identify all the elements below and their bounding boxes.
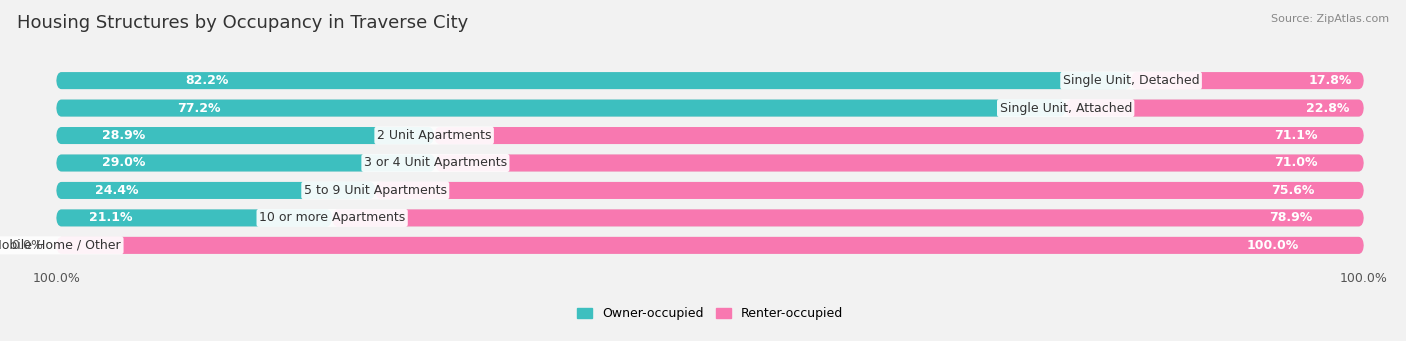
FancyBboxPatch shape <box>436 154 1364 172</box>
FancyBboxPatch shape <box>1130 72 1364 89</box>
Text: Single Unit, Detached: Single Unit, Detached <box>1063 74 1199 87</box>
Text: 78.9%: 78.9% <box>1270 211 1312 224</box>
FancyBboxPatch shape <box>332 209 1364 226</box>
FancyBboxPatch shape <box>56 100 1066 117</box>
FancyBboxPatch shape <box>56 182 1364 199</box>
Text: 2 Unit Apartments: 2 Unit Apartments <box>377 129 491 142</box>
Text: 29.0%: 29.0% <box>101 157 145 169</box>
Text: 5 to 9 Unit Apartments: 5 to 9 Unit Apartments <box>304 184 447 197</box>
FancyBboxPatch shape <box>434 127 1364 144</box>
Text: 0.0%: 0.0% <box>11 239 44 252</box>
FancyBboxPatch shape <box>56 237 1364 254</box>
FancyBboxPatch shape <box>1066 100 1364 117</box>
Text: 28.9%: 28.9% <box>101 129 145 142</box>
Text: 71.0%: 71.0% <box>1274 157 1317 169</box>
Text: Source: ZipAtlas.com: Source: ZipAtlas.com <box>1271 14 1389 24</box>
FancyBboxPatch shape <box>56 72 1364 89</box>
Text: 21.1%: 21.1% <box>90 211 132 224</box>
FancyBboxPatch shape <box>56 237 1364 254</box>
FancyBboxPatch shape <box>56 72 1130 89</box>
FancyBboxPatch shape <box>375 182 1364 199</box>
FancyBboxPatch shape <box>56 209 1364 226</box>
Text: Mobile Home / Other: Mobile Home / Other <box>0 239 121 252</box>
Text: 10 or more Apartments: 10 or more Apartments <box>259 211 405 224</box>
FancyBboxPatch shape <box>56 209 332 226</box>
FancyBboxPatch shape <box>56 154 1364 172</box>
Text: 82.2%: 82.2% <box>186 74 229 87</box>
FancyBboxPatch shape <box>56 100 1364 117</box>
Text: 24.4%: 24.4% <box>94 184 138 197</box>
Text: 77.2%: 77.2% <box>177 102 221 115</box>
Text: 22.8%: 22.8% <box>1306 102 1348 115</box>
Text: Housing Structures by Occupancy in Traverse City: Housing Structures by Occupancy in Trave… <box>17 14 468 32</box>
FancyBboxPatch shape <box>56 127 434 144</box>
FancyBboxPatch shape <box>56 182 375 199</box>
Text: 75.6%: 75.6% <box>1271 184 1315 197</box>
FancyBboxPatch shape <box>56 127 1364 144</box>
Text: 3 or 4 Unit Apartments: 3 or 4 Unit Apartments <box>364 157 508 169</box>
Text: 100.0%: 100.0% <box>1246 239 1299 252</box>
Legend: Owner-occupied, Renter-occupied: Owner-occupied, Renter-occupied <box>572 302 848 325</box>
Text: 17.8%: 17.8% <box>1309 74 1353 87</box>
Text: 71.1%: 71.1% <box>1274 129 1317 142</box>
FancyBboxPatch shape <box>56 154 436 172</box>
Text: Single Unit, Attached: Single Unit, Attached <box>1000 102 1132 115</box>
